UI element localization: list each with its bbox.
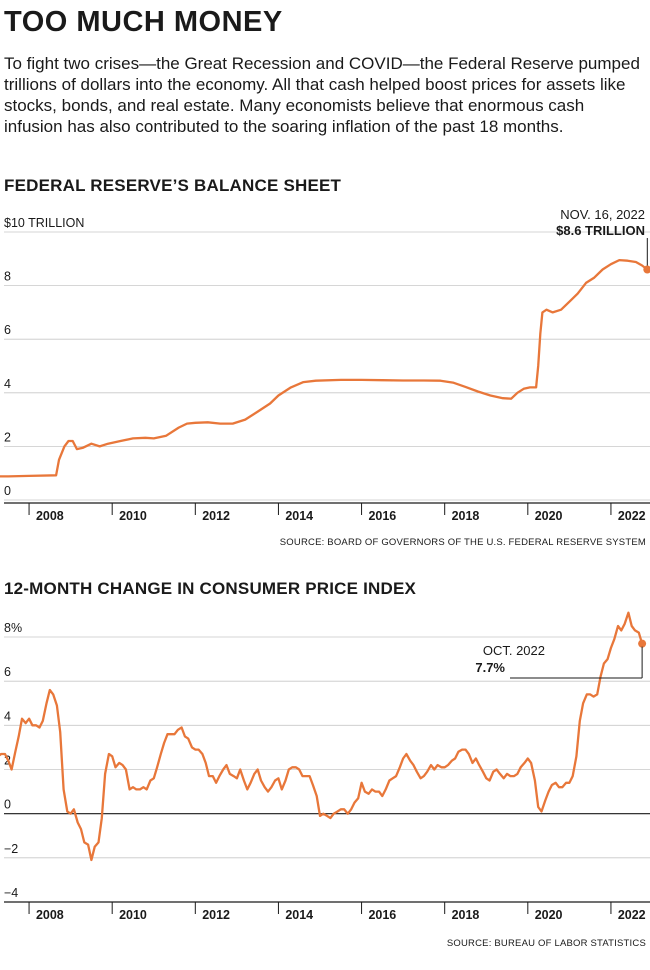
source-cpi: SOURCE: BUREAU OF LABOR STATISTICS — [446, 938, 646, 949]
headline: TOO MUCH MONEY — [4, 6, 283, 38]
chart-title-cpi: 12-MONTH CHANGE IN CONSUMER PRICE INDEX — [4, 579, 417, 598]
cpi-series-line — [0, 611, 644, 862]
cpi-x-tick-label: 2020 — [535, 908, 563, 922]
cpi-y-tick-label: −2 — [4, 842, 18, 856]
balance-y-tick-label: 4 — [4, 377, 11, 391]
cpi-y-tick-label: 8% — [4, 621, 22, 635]
balance-annotation-value: $8.6 TRILLION — [556, 223, 645, 238]
cpi-x-tick-label: 2022 — [618, 908, 646, 922]
balance-x-tick-label: 2020 — [535, 509, 563, 523]
cpi-x-tick-label: 2016 — [368, 908, 396, 922]
balance-x-tick-label: 2022 — [618, 509, 646, 523]
balance-x-tick-label: 2014 — [285, 509, 313, 523]
cpi-annotation-dot — [638, 639, 647, 648]
cpi-x-tick-label: 2008 — [36, 908, 64, 922]
balance-x-tick-label: 2008 — [36, 509, 64, 523]
cpi-x-tick-label: 2012 — [202, 908, 230, 922]
chart-title-balance-sheet: FEDERAL RESERVE’S BALANCE SHEET — [4, 176, 342, 195]
cpi-x-tick-label: 2010 — [119, 908, 147, 922]
balance-y-tick-label: 0 — [4, 484, 11, 498]
balance-y-tick-label: $10 TRILLION — [4, 216, 84, 230]
balance-x-tick-label: 2018 — [452, 509, 480, 523]
cpi-y-tick-label: −4 — [4, 886, 18, 900]
cpi-x-tick-label: 2014 — [285, 908, 313, 922]
balance-y-tick-label: 6 — [4, 323, 11, 337]
source-balance-sheet: SOURCE: BOARD OF GOVERNORS OF THE U.S. F… — [279, 537, 646, 548]
balance-x-tick-label: 2016 — [368, 509, 396, 523]
cpi-annotation-date: OCT. 2022 — [483, 643, 545, 658]
cpi-y-tick-label: 0 — [4, 798, 11, 812]
balance-annotation-dot — [643, 265, 650, 274]
cpi-y-tick-label: 6 — [4, 665, 11, 679]
balance-y-tick-label: 8 — [4, 270, 11, 284]
balance-x-tick-label: 2012 — [202, 509, 230, 523]
balance-annotation-date: NOV. 16, 2022 — [560, 207, 645, 222]
intro-paragraph: To fight two crises—the Great Recession … — [4, 54, 640, 136]
cpi-annotation-value: 7.7% — [475, 660, 505, 675]
balance-x-tick-label: 2010 — [119, 509, 147, 523]
balance-series-line — [0, 258, 649, 478]
cpi-x-tick-label: 2018 — [452, 908, 480, 922]
balance-sheet-chart: 0 2 4 6 8 $10 TRILLION 2008 2010 2012 2014 2016 201… — [0, 207, 650, 523]
cpi-y-tick-label: 4 — [4, 709, 11, 723]
balance-y-tick-label: 2 — [4, 430, 11, 444]
